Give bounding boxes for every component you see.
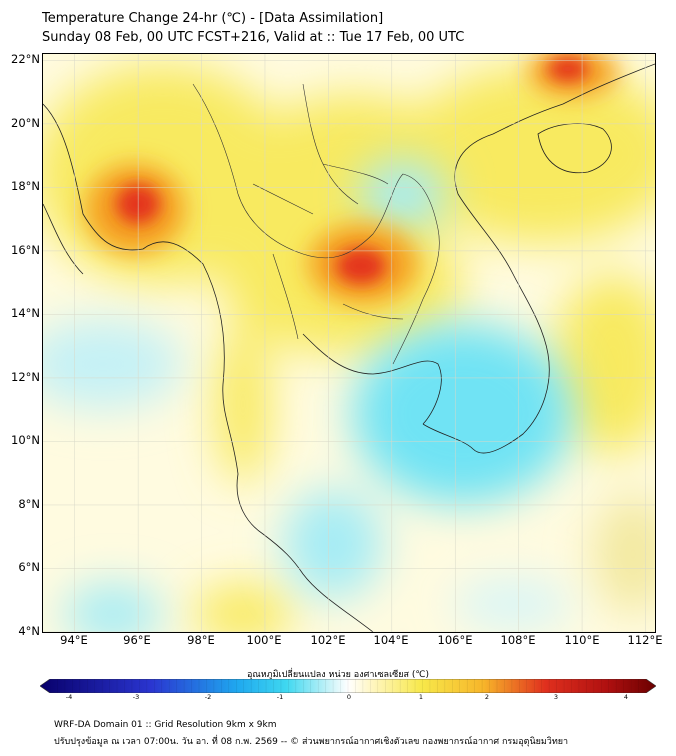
colorbar-tick: 2 [484,693,490,701]
lon-label: 96°E [123,633,151,647]
lon-label: 94°E [60,633,88,647]
lon-label: 108°E [500,633,536,647]
lat-label: 6°N [18,560,40,574]
lat-label: 18°N [11,179,40,193]
forecast-valid-time: Sunday 08 Feb, 00 UTC FCST+216, Valid at… [42,30,465,45]
colorbar-tick: 4 [623,693,629,701]
lon-label: 112°E [627,633,663,647]
colorbar-gradient [40,679,656,693]
colorbar-tick: 1 [418,693,424,701]
colorbar-tick: 3 [553,693,559,701]
colorbar-tick: -3 [132,693,140,701]
lat-label: 10°N [11,433,40,447]
lat-label: 16°N [11,243,40,257]
credit-line: ปรับปรุงข้อมูล ณ เวลา 07:00น. วัน อา. ที… [54,737,569,747]
colorbar-tick: -4 [65,693,73,701]
colorbar-title: อุณหภูมิเปลี่ยนแปลง หน่วย องศาเซลเซียส (… [246,670,430,680]
lat-label: 4°N [18,624,40,638]
colorbar-tick: -1 [276,693,284,701]
lat-label: 14°N [11,306,40,320]
lat-label: 20°N [11,116,40,130]
lat-label: 22°N [11,52,40,66]
colorbar-tick: 0 [346,693,352,701]
colorbar-tick: -2 [204,693,212,701]
lat-label: 12°N [11,370,40,384]
graticule [43,54,655,632]
temperature-change-map [42,53,656,633]
lon-label: 100°E [246,633,282,647]
chart-title: Temperature Change 24-hr (℃) - [Data Ass… [42,11,384,26]
lon-label: 106°E [437,633,473,647]
lon-label: 102°E [310,633,346,647]
lat-label: 8°N [18,497,40,511]
lon-label: 110°E [564,633,600,647]
lon-label: 104°E [373,633,409,647]
coastlines [43,63,655,632]
country-borders [192,83,440,365]
map-canvas [43,54,655,632]
warm-field [43,64,655,632]
colorbar [40,679,656,693]
lon-label: 98°E [187,633,215,647]
model-info: WRF-DA Domain 01 :: Grid Resolution 9km … [54,720,277,730]
